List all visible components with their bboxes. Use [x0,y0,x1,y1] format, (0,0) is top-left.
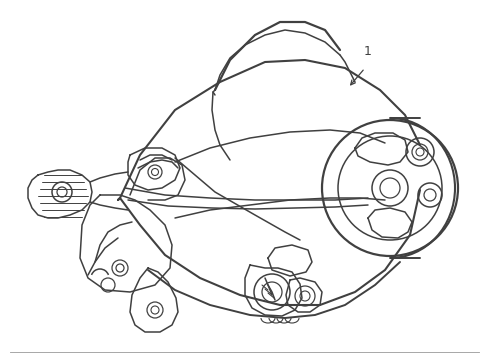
Text: 1: 1 [364,45,371,58]
